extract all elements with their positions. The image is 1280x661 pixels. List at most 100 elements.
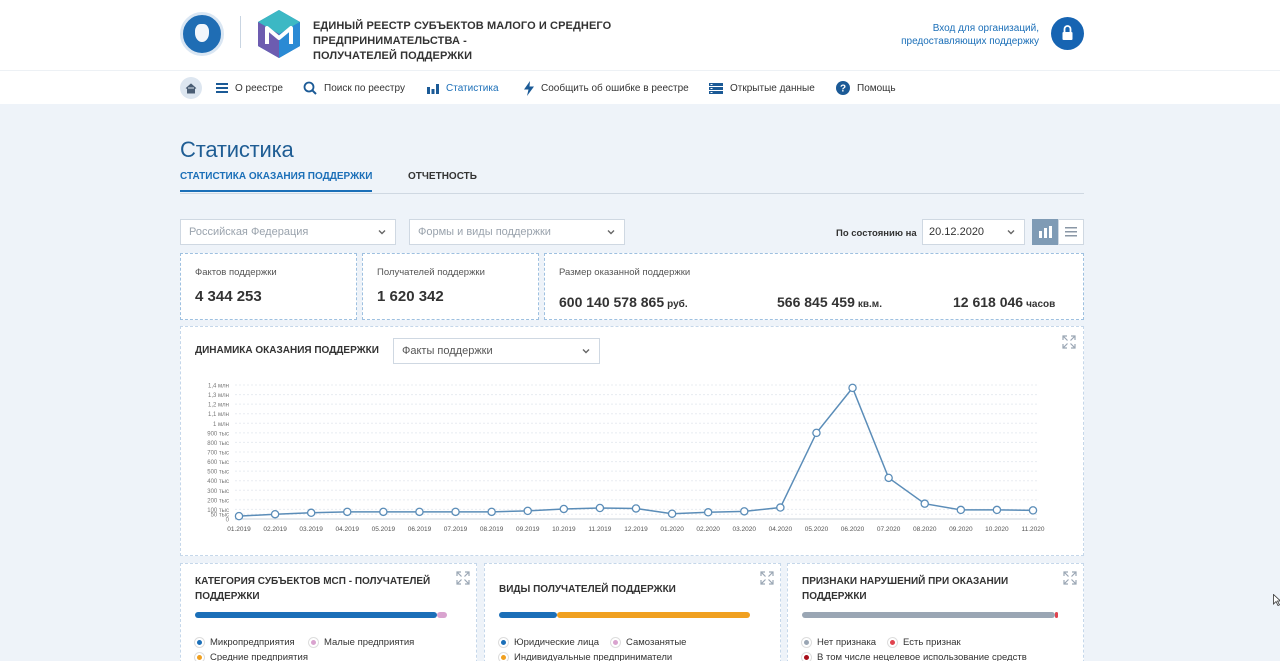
- tab-reporting[interactable]: ОТЧЕТНОСТЬ: [408, 171, 477, 182]
- region-select-text: Российская Федерация: [189, 226, 309, 238]
- registry-title[interactable]: ЕДИНЫЙ РЕЕСТР СУБЪЕКТОВ МАЛОГО И СРЕДНЕГ…: [313, 19, 693, 64]
- facts-card: Фактов поддержки 4 344 253: [180, 253, 357, 320]
- tab-support-statistics[interactable]: СТАТИСТИКА ОКАЗАНИЯ ПОДДЕРЖКИ: [180, 171, 373, 192]
- region-select[interactable]: Российская Федерация: [180, 219, 396, 245]
- bar-chart-icon: [427, 83, 439, 94]
- data-point: [956, 505, 966, 515]
- expand-icon[interactable]: [1062, 335, 1076, 349]
- area-amount: 566 845 459 кв.м.: [777, 294, 882, 310]
- date-select[interactable]: 20.12.2020: [922, 219, 1025, 245]
- small-bar[interactable]: [437, 612, 447, 618]
- chevron-down-icon: [582, 349, 590, 354]
- y-tick-label: 700 тыс: [207, 451, 229, 457]
- hours-unit: часов: [1026, 299, 1056, 310]
- legend-medium[interactable]: Средние предприятия: [195, 652, 308, 661]
- x-tick-label: 07.2019: [444, 526, 468, 533]
- facts-label: Фактов поддержки: [195, 267, 277, 278]
- legend-no-violation[interactable]: Нет признака: [802, 637, 876, 648]
- support-type-select[interactable]: Формы и виды поддержки: [409, 219, 625, 245]
- recipient-types-card: ВИДЫ ПОЛУЧАТЕЛЕЙ ПОДДЕРЖКИ Юридические л…: [484, 563, 781, 661]
- data-point: [740, 507, 749, 516]
- x-tick-label: 12.2019: [624, 526, 648, 533]
- bar-chart-icon: [1038, 226, 1052, 238]
- x-tick-label: 10.2020: [985, 526, 1009, 533]
- legend-legal[interactable]: Юридические лица: [499, 637, 599, 648]
- svg-text:?: ?: [840, 84, 846, 95]
- expand-icon[interactable]: [760, 571, 774, 585]
- legend-small[interactable]: Малые предприятия: [309, 637, 414, 648]
- legend-ip[interactable]: Индивидуальные предприниматели: [499, 652, 672, 661]
- chevron-down-icon: [607, 230, 615, 235]
- legend-micro[interactable]: Микропредприятия: [195, 637, 295, 648]
- no-violation-bar[interactable]: [802, 612, 1055, 618]
- hours-amount: 12 618 046 часов: [953, 294, 1055, 310]
- registry-title-line1: ЕДИНЫЙ РЕЕСТР СУБЪЕКТОВ МАЛОГО И СРЕДНЕГ…: [313, 20, 612, 47]
- table-view-button[interactable]: [1058, 219, 1084, 245]
- y-tick-label: 1 млн: [213, 422, 229, 428]
- x-tick-label: 02.2020: [696, 526, 720, 533]
- chart-view-button[interactable]: [1032, 219, 1058, 245]
- legend-violation-label: Есть признак: [903, 637, 961, 648]
- legend-dot: [499, 638, 508, 647]
- home-button[interactable]: [180, 77, 202, 99]
- lock-icon: [1062, 25, 1073, 40]
- registry-logo-icon[interactable]: [256, 8, 302, 60]
- legend-dot: [802, 638, 811, 647]
- recipients-value: 1 620 342: [377, 288, 444, 305]
- legend-ip-label: Индивидуальные предприниматели: [514, 652, 673, 661]
- expand-icon[interactable]: [456, 571, 470, 585]
- money-unit: руб.: [667, 299, 688, 310]
- legend-selfemployed-label: Самозанятые: [626, 637, 687, 648]
- support-size-card: Размер оказанной поддержки 600 140 578 8…: [544, 253, 1084, 320]
- org-login-link[interactable]: Вход для организаций, предоставляющих по…: [879, 22, 1039, 48]
- data-point: [812, 428, 821, 438]
- site-header: ЕДИНЫЙ РЕЕСТР СУБЪЕКТОВ МАЛОГО И СРЕДНЕГ…: [0, 0, 1280, 70]
- x-tick-label: 05.2020: [805, 526, 829, 533]
- y-tick-label: 1,1 млн: [208, 412, 229, 418]
- micro-bar[interactable]: [195, 612, 437, 618]
- x-tick-label: 04.2020: [769, 526, 793, 533]
- data-point: [703, 508, 713, 517]
- entrepreneurs-bar[interactable]: [557, 612, 750, 618]
- violation-bar[interactable]: [1055, 612, 1058, 618]
- nav-item-help[interactable]: ? Помощь: [836, 71, 896, 105]
- x-tick-label: 03.2020: [733, 526, 757, 533]
- nav-item-open-data[interactable]: Открытые данные: [709, 71, 815, 105]
- nav-item-search[interactable]: Поиск по реестру: [303, 71, 405, 105]
- recipients-label: Получателей поддержки: [377, 267, 485, 278]
- nav-label-statistics: Статистика: [446, 82, 499, 94]
- facts-value: 4 344 253: [195, 288, 262, 305]
- legend-micro-label: Микропредприятия: [210, 637, 295, 648]
- nav-label-report-error: Сообщить об ошибке в реестре: [541, 82, 689, 94]
- registry-title-line2: ПОЛУЧАТЕЛЕЙ ПОДДЕРЖКИ: [313, 50, 473, 62]
- y-tick-label: 900 тыс: [207, 431, 229, 437]
- support-type-select-text: Формы и виды поддержки: [418, 226, 551, 238]
- nav-label-open-data: Открытые данные: [730, 82, 815, 94]
- mouse-cursor-icon: [1273, 594, 1280, 606]
- nav-item-statistics[interactable]: Статистика: [427, 71, 499, 105]
- expand-icon[interactable]: [1063, 571, 1077, 585]
- legend-misuse[interactable]: В том числе нецелевое использование сред…: [802, 652, 1027, 661]
- data-point: [523, 506, 532, 516]
- data-point: [379, 507, 388, 517]
- hours-value: 12 618 046: [953, 294, 1024, 310]
- lightning-icon: [524, 80, 534, 96]
- login-button[interactable]: [1051, 17, 1084, 50]
- fns-emblem-icon[interactable]: [180, 12, 224, 56]
- help-icon: ?: [836, 81, 850, 95]
- legend-dot: [195, 638, 204, 647]
- x-tick-label: 03.2019: [299, 526, 323, 533]
- data-point: [559, 504, 569, 514]
- nav-item-report-error[interactable]: Сообщить об ошибке в реестре: [524, 71, 689, 105]
- legal-entities-bar[interactable]: [499, 612, 557, 618]
- y-tick-label: 600 тыс: [207, 460, 229, 466]
- legend-violation[interactable]: Есть признак: [888, 637, 961, 648]
- data-point: [776, 503, 785, 512]
- nav-item-about[interactable]: О реестре: [216, 71, 283, 105]
- chart-metric-select[interactable]: Факты поддержки: [393, 338, 600, 364]
- header-divider: [240, 16, 241, 48]
- violations-title: ПРИЗНАКИ НАРУШЕНИЙ ПРИ ОКАЗАНИИ ПОДДЕРЖК…: [802, 576, 1009, 602]
- list-icon: [1065, 227, 1077, 237]
- legend-selfemployed[interactable]: Самозанятые: [611, 637, 686, 648]
